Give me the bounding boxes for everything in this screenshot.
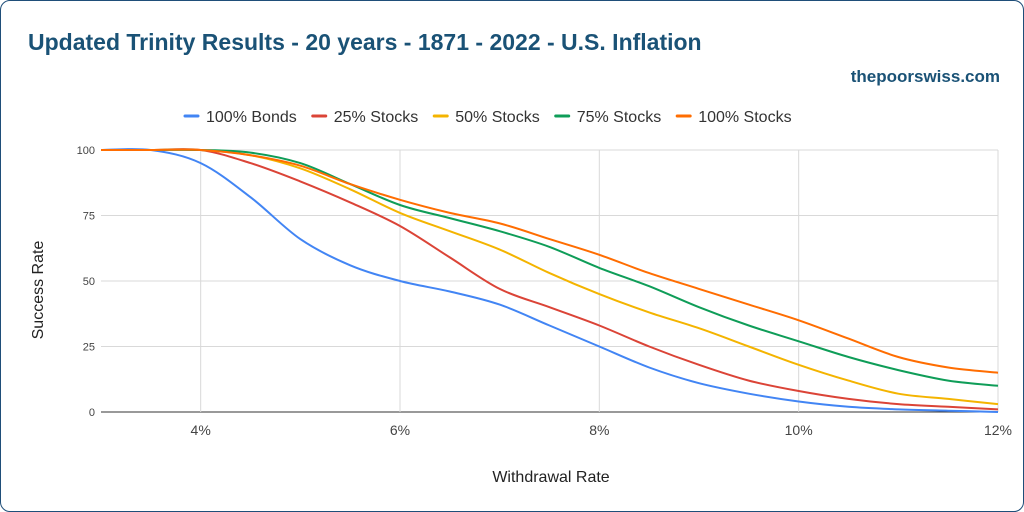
- legend: 100% Bonds 25% Stocks 50% Stocks 75% Stocks…: [183, 109, 792, 126]
- chart-title: Updated Trinity Results - 20 years - 187…: [28, 29, 702, 55]
- legend-item-100pct-stocks: 100% Stocks: [675, 109, 792, 126]
- gridlines: [101, 149, 999, 413]
- legend-item-75pct-stocks: 75% Stocks: [554, 109, 661, 126]
- series-line-100pct-stocks: [100, 148, 999, 374]
- legend-label: 75% Stocks: [577, 109, 661, 126]
- y-tick-label: 50: [83, 276, 95, 288]
- legend-label: 25% Stocks: [334, 109, 418, 126]
- series-line-75pct-stocks: [100, 148, 999, 387]
- x-tick-label: 12%: [984, 422, 1012, 438]
- y-tick-label: 100: [77, 145, 95, 157]
- x-tick-label: 8%: [589, 422, 609, 438]
- tick-labels: 100 75 50 25 0 4% 6% 8% 10% 12%: [77, 145, 1012, 438]
- y-axis-title: Success Rate: [30, 241, 47, 340]
- site-credit: thepoorswiss.com: [850, 67, 1000, 86]
- legend-label: 50% Stocks: [455, 109, 539, 126]
- series-line-25pct-stocks: [100, 148, 999, 411]
- y-tick-label: 25: [83, 342, 95, 354]
- legend-label: 100% Bonds: [206, 109, 297, 126]
- series-lines: [100, 148, 999, 413]
- legend-item-100pct-bonds: 100% Bonds: [183, 109, 297, 126]
- legend-item-50pct-stocks: 50% Stocks: [432, 109, 540, 126]
- x-tick-label: 4%: [191, 422, 211, 438]
- series-line-50pct-stocks: [100, 148, 999, 406]
- x-tick-label: 10%: [785, 422, 813, 438]
- x-tick-label: 6%: [390, 422, 410, 438]
- x-axis-title: Withdrawal Rate: [492, 469, 609, 486]
- y-tick-label: 0: [89, 407, 95, 419]
- legend-item-25pct-stocks: 25% Stocks: [311, 109, 418, 126]
- legend-label: 100% Stocks: [698, 109, 791, 126]
- y-tick-label: 75: [83, 211, 95, 223]
- series-line-100pct-bonds: [100, 148, 999, 413]
